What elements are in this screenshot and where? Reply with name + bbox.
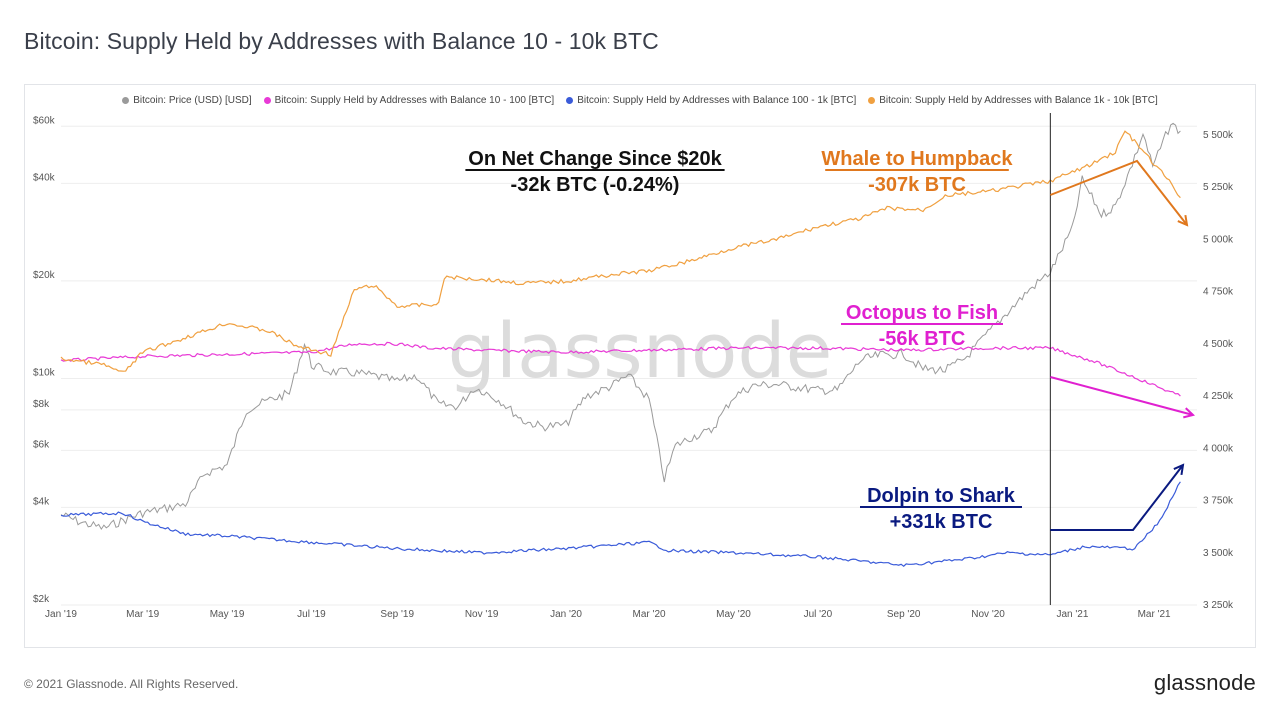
supply-1k-10k-line <box>60 130 1181 372</box>
x-tick-label: Sep '20 <box>887 609 921 620</box>
net-change-title: On Net Change Since $20k <box>468 148 722 170</box>
y-right-tick-label: 4 000k <box>1203 443 1234 454</box>
y-left-tick-label: $40k <box>33 172 56 183</box>
dolphin-value: +331k BTC <box>890 511 993 533</box>
legend-dot-icon <box>122 97 130 104</box>
y-right-tick-label: 3 250k <box>1203 600 1234 611</box>
y-left-tick-label: $4k <box>33 496 50 507</box>
legend-label: Bitcoin: Price (USD) [USD] <box>133 95 252 106</box>
legend-item-1[interactable]: Bitcoin: Supply Held by Addresses with B… <box>263 95 555 106</box>
x-tick-label: Nov '20 <box>971 609 1005 620</box>
x-tick-label: Mar '20 <box>633 609 666 620</box>
y-right-tick-label: 3 500k <box>1203 548 1234 559</box>
chart-legend: Bitcoin: Price (USD) [USD] Bitcoin: Suppl… <box>25 95 1255 107</box>
x-tick-label: Mar '21 <box>1138 609 1171 620</box>
octopus-arrow <box>1050 376 1194 416</box>
whale-title: Whale to Humpback <box>821 148 1013 170</box>
x-tick-label: Jan '20 <box>550 609 582 620</box>
y-right-tick-label: 5 500k <box>1203 130 1234 141</box>
y-left-tick-label: $60k <box>33 115 56 126</box>
x-tick-label: Sep '19 <box>380 609 414 620</box>
legend-label: Bitcoin: Supply Held by Addresses with B… <box>879 95 1158 106</box>
dolphin-arrow <box>1050 464 1184 531</box>
page-title: Bitcoin: Supply Held by Addresses with B… <box>24 28 659 54</box>
whale-arrow <box>1049 159 1188 226</box>
legend-item-3[interactable]: Bitcoin: Supply Held by Addresses with B… <box>868 95 1158 106</box>
legend-dot-icon <box>263 97 271 104</box>
legend-label: Bitcoin: Supply Held by Addresses with B… <box>577 95 857 106</box>
dolphin-title: Dolpin to Shark <box>867 485 1016 507</box>
legend-dot-icon <box>566 97 574 104</box>
y-right-tick-label: 5 000k <box>1203 234 1234 245</box>
net-change-value: -32k BTC (-0.24%) <box>511 174 680 196</box>
glassnode-logo[interactable]: glassnode <box>1153 670 1256 695</box>
dolphin-arrow-head <box>1173 463 1185 476</box>
y-left-tick-label: $20k <box>33 270 56 281</box>
supply-10-100-line <box>60 341 1181 397</box>
whale-value: -307k BTC <box>868 174 966 196</box>
x-tick-label: Jul '20 <box>804 609 833 620</box>
x-tick-label: Jul '19 <box>297 609 326 620</box>
footer-copyright: © 2021 Glassnode. All Rights Reserved. <box>24 677 239 691</box>
legend-label: Bitcoin: Supply Held by Addresses with B… <box>274 95 555 106</box>
chart-svg: $60k $40k $20k $10k $8k $6k $4k $2k 5 500k 5 250k… <box>33 113 1234 620</box>
supply-100-1k-line <box>60 481 1181 567</box>
y-right-tick-label: 3 750k <box>1203 496 1234 507</box>
y-right-tick-label: 5 250k <box>1203 182 1234 193</box>
y-right-tick-label: 4 500k <box>1203 339 1234 350</box>
x-tick-label: Jan '19 <box>45 609 77 620</box>
y-left-tick-label: $2k <box>33 594 50 605</box>
y-left-tick-label: $8k <box>33 399 50 410</box>
y-right-tick-label: 4 750k <box>1203 287 1234 298</box>
y-right-tick-label: 4 250k <box>1203 391 1234 402</box>
x-tick-label: Mar '19 <box>126 609 159 620</box>
legend-dot-icon <box>868 97 876 104</box>
octopus-value: -56k BTC <box>879 328 966 350</box>
y-left-tick-label: $10k <box>33 367 56 378</box>
chart-frame: Bitcoin: Price (USD) [USD] Bitcoin: Suppl… <box>24 84 1256 648</box>
octopus-title: Octopus to Fish <box>846 302 998 324</box>
y-left-tick-label: $6k <box>33 439 50 450</box>
x-tick-label: Jan '21 <box>1057 609 1089 620</box>
whale-arrow-head <box>1177 214 1189 227</box>
x-tick-label: May '19 <box>210 609 245 620</box>
legend-item-2[interactable]: Bitcoin: Supply Held by Addresses with B… <box>566 95 856 106</box>
x-tick-label: May '20 <box>716 609 751 620</box>
legend-item-0[interactable]: Bitcoin: Price (USD) [USD] <box>122 95 252 106</box>
octopus-arrow-head <box>1183 407 1196 419</box>
x-tick-label: Nov '19 <box>465 609 499 620</box>
